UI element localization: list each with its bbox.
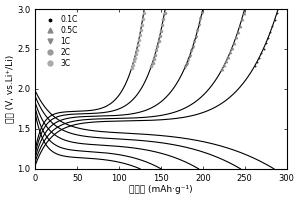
X-axis label: 比容量 (mAh·g⁻¹): 比容量 (mAh·g⁻¹) [129,185,193,194]
Point [160,23,164,27]
Point [274,11,279,15]
Point [224,59,229,63]
Point [194,35,198,38]
Point [134,48,139,51]
Point [149,64,154,68]
Point [157,35,162,38]
Point [198,18,203,21]
Point [162,11,167,14]
Point [228,51,232,54]
Point [220,67,225,70]
Point [189,50,194,53]
Point [152,57,156,60]
Point [252,65,257,68]
Point [237,24,242,27]
Point [272,18,277,21]
Point [186,58,190,61]
Point [132,56,137,59]
Point [141,11,146,14]
Point [222,63,227,67]
Point [230,46,235,49]
Point [150,61,155,64]
Point [256,56,261,59]
Point [136,39,141,42]
Point [138,29,143,32]
Point [270,25,275,28]
Point [156,40,161,43]
Point [241,11,246,14]
Point [233,36,238,39]
Point [196,24,201,27]
Point [226,55,231,58]
Point [137,34,142,37]
Point [200,11,204,14]
Legend: 0.1C, 0.5C, 1C, 2C, 3C: 0.1C, 0.5C, 1C, 2C, 3C [42,14,78,69]
Y-axis label: 电压 (V, vs.Li⁺/Li): 电压 (V, vs.Li⁺/Li) [6,55,15,123]
Point [190,45,195,48]
Point [129,66,134,70]
Point [131,60,136,63]
Point [187,54,192,57]
Point [236,30,240,33]
Point [135,44,140,47]
Point [154,49,158,52]
Point [192,40,197,44]
Point [268,31,273,34]
Point [263,42,268,45]
Point [158,29,163,32]
Point [254,61,259,64]
Point [259,52,264,55]
Point [133,52,138,55]
Point [195,30,200,33]
Point [140,17,145,20]
Point [266,36,270,40]
Point [161,17,166,21]
Point [139,23,144,26]
Point [261,47,266,50]
Point [130,63,135,66]
Point [239,18,244,21]
Point [184,62,189,65]
Point [183,66,188,69]
Point [232,41,236,44]
Point [153,53,158,56]
Point [155,44,160,48]
